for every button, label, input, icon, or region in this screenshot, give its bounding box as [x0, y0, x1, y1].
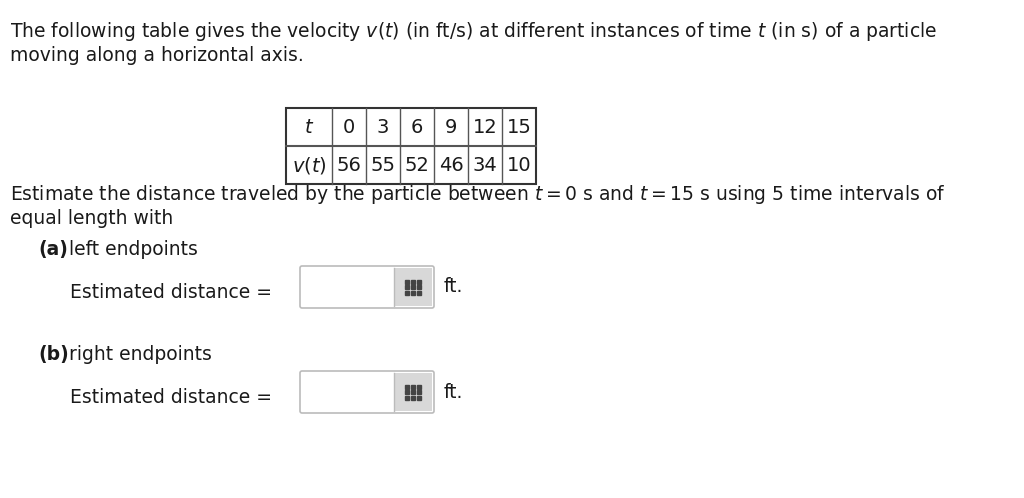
Text: 34: 34	[473, 155, 498, 174]
FancyBboxPatch shape	[300, 371, 434, 413]
Text: The following table gives the velocity $v(t)$ (in ft/s) at different instances o: The following table gives the velocity $…	[10, 20, 937, 43]
Text: 56: 56	[337, 155, 361, 174]
Text: $t$: $t$	[304, 118, 314, 136]
FancyBboxPatch shape	[300, 266, 434, 308]
Text: Estimated distance =: Estimated distance =	[70, 388, 272, 407]
Text: 55: 55	[371, 155, 395, 174]
Text: Estimated distance =: Estimated distance =	[70, 283, 272, 302]
Text: 3: 3	[377, 118, 389, 136]
Bar	[286, 108, 536, 184]
Text: equal length with: equal length with	[10, 209, 173, 228]
Text: 6: 6	[411, 118, 423, 136]
Text: 15: 15	[507, 118, 531, 136]
Text: 12: 12	[473, 118, 498, 136]
Text: (a): (a)	[38, 240, 68, 259]
Text: 10: 10	[507, 155, 531, 174]
Text: 0: 0	[343, 118, 355, 136]
Text: left endpoints: left endpoints	[63, 240, 198, 259]
Bar	[394, 268, 432, 306]
Text: right endpoints: right endpoints	[63, 345, 212, 364]
Text: ft.: ft.	[444, 277, 464, 296]
Text: moving along a horizontal axis.: moving along a horizontal axis.	[10, 46, 304, 65]
Text: $v(t)$: $v(t)$	[292, 154, 327, 175]
Text: 46: 46	[438, 155, 464, 174]
Text: (b): (b)	[38, 345, 69, 364]
Text: ft.: ft.	[444, 382, 464, 401]
Bar	[394, 373, 432, 411]
Text: 9: 9	[444, 118, 457, 136]
Text: Estimate the distance traveled by the particle between $t = 0$ s and $t = 15$ s : Estimate the distance traveled by the pa…	[10, 183, 945, 206]
Text: 52: 52	[404, 155, 429, 174]
